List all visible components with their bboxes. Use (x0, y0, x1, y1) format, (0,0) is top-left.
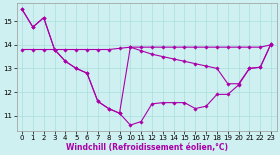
X-axis label: Windchill (Refroidissement éolien,°C): Windchill (Refroidissement éolien,°C) (66, 143, 228, 152)
